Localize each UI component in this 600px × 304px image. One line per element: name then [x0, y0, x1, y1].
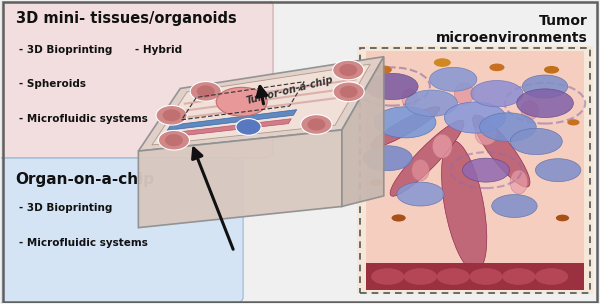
Ellipse shape [190, 81, 221, 101]
Ellipse shape [301, 115, 332, 134]
Circle shape [492, 195, 537, 217]
Text: Tumor-on-a-chip: Tumor-on-a-chip [245, 74, 335, 106]
Polygon shape [167, 110, 297, 130]
Circle shape [469, 268, 503, 285]
Ellipse shape [216, 87, 267, 116]
Ellipse shape [340, 86, 358, 98]
Circle shape [479, 113, 536, 141]
Ellipse shape [402, 89, 417, 108]
Text: Organ-on-a-chip: Organ-on-a-chip [16, 172, 155, 187]
Text: - 3D Bioprinting: - 3D Bioprinting [19, 45, 112, 55]
Circle shape [363, 146, 412, 171]
Text: - 3D Bioprinting: - 3D Bioprinting [19, 203, 112, 213]
Ellipse shape [371, 107, 440, 147]
Ellipse shape [442, 140, 487, 271]
Circle shape [535, 159, 581, 181]
Circle shape [502, 268, 535, 285]
Circle shape [490, 64, 505, 71]
Ellipse shape [333, 82, 364, 102]
Ellipse shape [339, 64, 357, 76]
Text: - Microfluidic systems: - Microfluidic systems [19, 238, 148, 248]
FancyBboxPatch shape [357, 46, 593, 294]
Circle shape [523, 75, 568, 98]
Ellipse shape [390, 120, 464, 196]
Circle shape [404, 268, 437, 285]
Text: - Hybrid: - Hybrid [136, 45, 182, 55]
Circle shape [556, 215, 569, 221]
Text: Tumor
microenvironments: Tumor microenvironments [436, 14, 587, 45]
Circle shape [397, 182, 444, 206]
Text: 3D mini- tissues/organoids: 3D mini- tissues/organoids [16, 11, 236, 26]
Text: - Microfluidic systems: - Microfluidic systems [19, 114, 148, 124]
Polygon shape [152, 64, 370, 145]
Polygon shape [139, 57, 384, 151]
FancyBboxPatch shape [366, 263, 584, 290]
Ellipse shape [307, 119, 325, 130]
FancyBboxPatch shape [0, 158, 243, 303]
Circle shape [463, 158, 509, 182]
Ellipse shape [521, 101, 538, 120]
Circle shape [434, 58, 451, 67]
Circle shape [535, 268, 568, 285]
Circle shape [445, 102, 506, 133]
Circle shape [374, 107, 436, 138]
Ellipse shape [165, 134, 183, 146]
Ellipse shape [332, 60, 364, 80]
FancyBboxPatch shape [366, 51, 584, 290]
Ellipse shape [197, 85, 215, 98]
Ellipse shape [163, 109, 181, 121]
Ellipse shape [473, 115, 530, 187]
Circle shape [517, 89, 574, 118]
FancyBboxPatch shape [0, 0, 273, 158]
Circle shape [406, 90, 457, 116]
Ellipse shape [236, 119, 261, 135]
Circle shape [375, 65, 392, 74]
Ellipse shape [510, 170, 527, 194]
Circle shape [371, 268, 404, 285]
Ellipse shape [156, 105, 187, 125]
Ellipse shape [433, 134, 452, 158]
Circle shape [392, 214, 406, 222]
Circle shape [371, 179, 383, 185]
Circle shape [366, 73, 418, 100]
Circle shape [437, 268, 470, 285]
Circle shape [567, 119, 580, 126]
Ellipse shape [475, 123, 497, 145]
Polygon shape [139, 130, 342, 228]
Text: - Spheroids: - Spheroids [19, 79, 86, 89]
Ellipse shape [454, 83, 474, 104]
Ellipse shape [412, 159, 429, 181]
Polygon shape [162, 119, 292, 138]
Circle shape [430, 67, 477, 91]
Circle shape [544, 66, 559, 74]
Circle shape [471, 81, 523, 107]
Ellipse shape [158, 130, 190, 150]
Circle shape [510, 128, 562, 155]
Polygon shape [342, 57, 384, 206]
